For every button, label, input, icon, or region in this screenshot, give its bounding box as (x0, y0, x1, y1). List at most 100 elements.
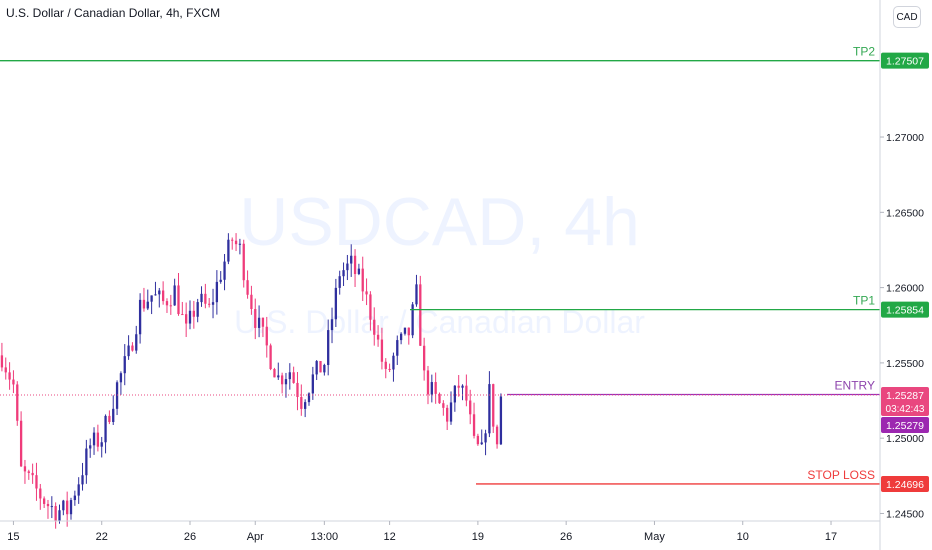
time-tick-label: 12 (383, 531, 395, 543)
candle-body (81, 475, 84, 485)
candle-body (426, 370, 430, 395)
candle-body (58, 510, 61, 522)
candle-body (277, 375, 280, 378)
level-price-tag (881, 301, 929, 318)
price-tick-label: 1.25000 (886, 433, 924, 445)
candle-body (62, 500, 65, 511)
current-price-tag (881, 386, 929, 416)
candle-body (192, 310, 195, 317)
candle-body (181, 314, 184, 316)
candle-body (353, 255, 357, 275)
candle-body (461, 385, 464, 388)
candle-body (357, 268, 361, 275)
candle-body (39, 488, 42, 499)
candle-body (92, 432, 96, 446)
candle-body (292, 372, 295, 383)
time-tick-label: 19 (472, 531, 484, 543)
candle-body (85, 448, 88, 476)
candle-body (365, 291, 368, 295)
price-tick-label: 1.26000 (886, 283, 924, 295)
candle-body (223, 261, 226, 280)
candle-body (66, 500, 69, 515)
candle-body (307, 393, 311, 403)
candle-body (484, 433, 487, 443)
level-price-label: 1.27507 (886, 56, 924, 68)
candle-body (384, 361, 387, 369)
price-axis: 1.24500 1.25000 1.25500 1.26000 1.26500 1.270… (879, 0, 924, 550)
candle-body (208, 303, 211, 305)
candle-body (16, 384, 19, 421)
candle-body (449, 402, 453, 422)
candle-body (177, 285, 180, 315)
candle-body (161, 290, 165, 302)
level-price-label: 1.24696 (886, 479, 924, 491)
candle-body (465, 385, 468, 401)
candle-body (480, 442, 483, 445)
candle-body (89, 445, 92, 449)
candle-body (23, 466, 27, 472)
prev-close-label: 1.25279 (886, 420, 924, 432)
candle-body (346, 263, 349, 271)
candle-body (407, 327, 410, 336)
price-tick-label: 1.24500 (886, 508, 924, 520)
candle-body (138, 299, 142, 335)
candle-body (219, 279, 222, 282)
candle-body (123, 356, 126, 374)
candle-body (399, 333, 403, 341)
candle-body (215, 281, 219, 303)
candle-body (273, 369, 276, 378)
candle-body (342, 270, 345, 277)
candle-body (453, 385, 457, 403)
candle-body (196, 302, 199, 317)
candle-body (376, 334, 380, 340)
candle-body (300, 397, 303, 409)
candle-body (150, 295, 153, 302)
time-tick-label: 26 (560, 531, 572, 543)
candle-body (8, 372, 11, 380)
candle-body (330, 319, 334, 331)
price-tick-label: 1.26500 (886, 207, 924, 219)
time-tick-label: 22 (96, 531, 108, 543)
candle-body (131, 345, 134, 351)
candle-body (265, 326, 268, 346)
candle-body (492, 384, 495, 427)
prev-close-tag (881, 416, 929, 433)
candle-body (257, 317, 261, 328)
candle-body (4, 367, 7, 373)
candle-body (369, 294, 372, 320)
time-tick-label: 10 (737, 531, 749, 543)
level-name: TP1 (853, 294, 875, 308)
time-tick-label: 17 (825, 531, 837, 543)
level-price-label: 1.25854 (886, 305, 924, 317)
candle-body (392, 355, 395, 370)
candles (0, 233, 503, 529)
price-tick-label: 1.25500 (886, 358, 924, 370)
candle-body (46, 503, 50, 507)
candle-body (211, 302, 215, 305)
candle-body (288, 372, 291, 380)
candle-body (488, 384, 491, 434)
candle-body (338, 276, 341, 288)
candle-body (173, 285, 176, 306)
candle-body (12, 379, 15, 385)
time-tick-label: Apr (247, 531, 264, 543)
candle-body (476, 435, 480, 445)
candle-body (495, 426, 499, 445)
watermark: USDCAD, 4hU.S. Dollar / Canadian Dollar (234, 184, 645, 340)
candle-body (119, 373, 123, 383)
currency-button[interactable]: CAD (893, 6, 921, 28)
level-price-tag (881, 475, 929, 492)
candle-body (411, 304, 414, 336)
candle-body (315, 361, 318, 375)
candle-body (146, 301, 149, 309)
candle-body (269, 345, 272, 370)
candle-body (188, 310, 192, 324)
candle-body (50, 506, 53, 508)
candle-body (19, 420, 23, 467)
candle-body (35, 475, 38, 489)
candle-body (280, 375, 284, 385)
candle-body (234, 240, 238, 245)
candle-body (169, 305, 172, 307)
candle-body (127, 345, 130, 357)
